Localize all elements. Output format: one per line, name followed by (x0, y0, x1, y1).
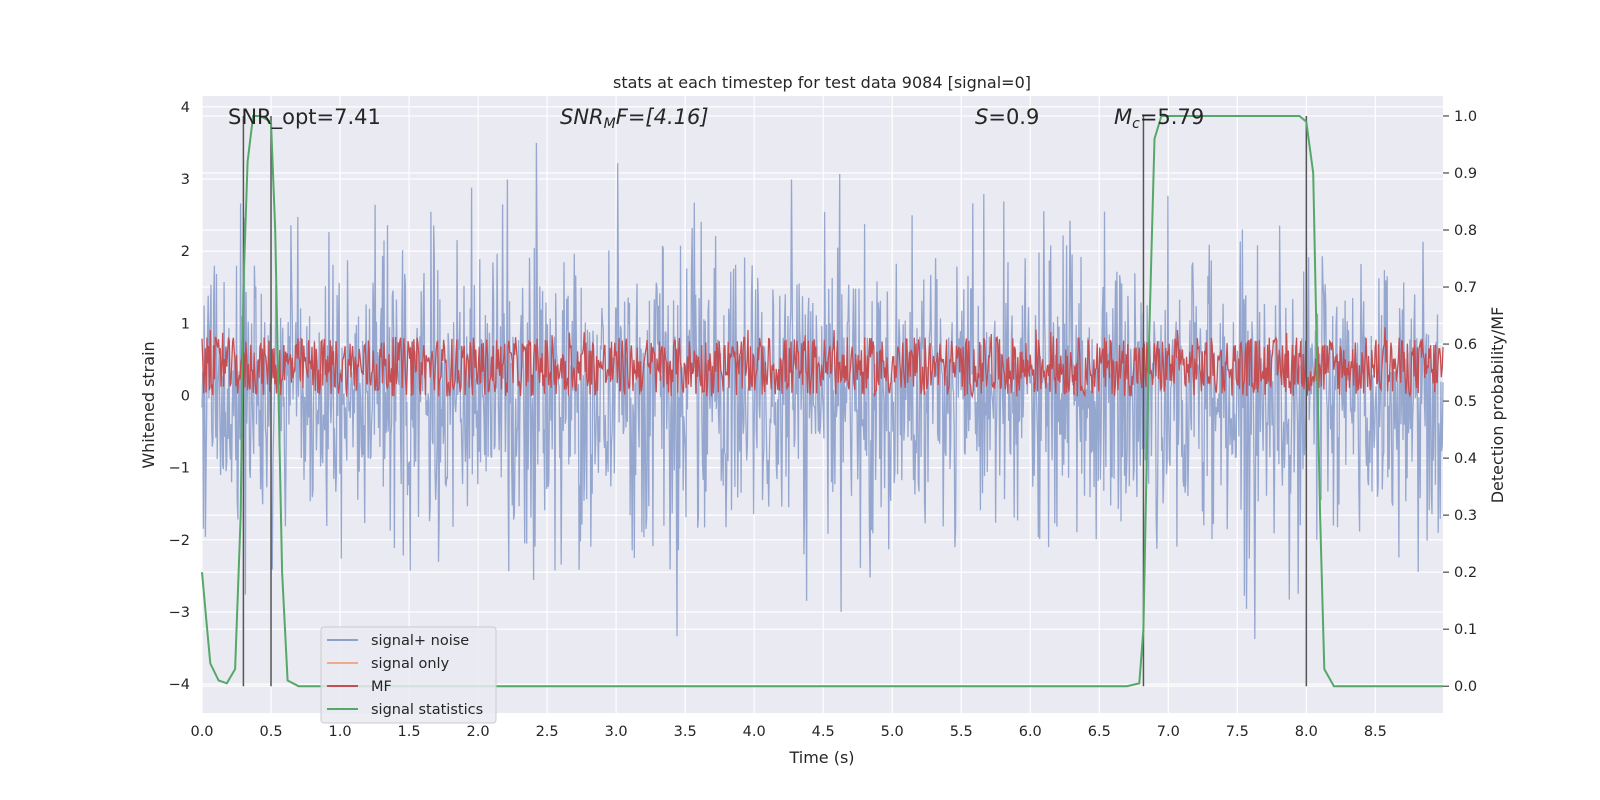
mf-series (201, 327, 1444, 399)
y2-tick-label: 0.3 (1454, 508, 1477, 524)
y2-tick-label: 0.8 (1454, 223, 1477, 239)
y-tick-label: −3 (169, 605, 190, 621)
snr-mf-symbol: SNR (560, 105, 604, 129)
signal-noise-series (201, 142, 1444, 640)
y-tick-label: 0 (181, 388, 190, 404)
mf-line (201, 327, 1444, 399)
mc-value: =5.79 (1140, 105, 1204, 129)
x-tick-label: 4.0 (743, 724, 766, 740)
y-tick-label: 1 (181, 316, 190, 332)
snr-mf-subscript: M (604, 116, 616, 132)
x-tick-label: 2.5 (536, 724, 559, 740)
y2-tick-label: 0.5 (1454, 394, 1477, 410)
x-tick-label: 8.0 (1295, 724, 1318, 740)
signal-statistics-series (201, 115, 1443, 688)
signal-statistics-line (201, 115, 1443, 688)
legend-label-signal-only: signal only (371, 656, 450, 672)
chart-title: stats at each timestep for test data 908… (613, 73, 1031, 92)
x-tick-label: 7.5 (1226, 724, 1249, 740)
y-tick-label: −4 (169, 677, 190, 693)
legend-box (320, 626, 497, 724)
y-tick-label: 4 (181, 100, 190, 116)
y-tick-label: 3 (181, 172, 190, 188)
x-tick-label: 5.5 (950, 724, 973, 740)
x-tick-label: 6.5 (1088, 724, 1111, 740)
mc-annotation: Mc=5.79 (1114, 105, 1204, 132)
y2-tick-label: 0.6 (1454, 337, 1477, 353)
x-tick-label: 3.5 (674, 724, 697, 740)
x-tick-label: 4.5 (812, 724, 835, 740)
y-tick-label: 2 (181, 244, 190, 260)
y-tick-label: −2 (169, 533, 190, 549)
s-annotation: S=0.9 (975, 105, 1039, 129)
snr-opt-annotation: SNR_opt=7.41 (228, 105, 381, 130)
y2-axis-label: Detection probability/MF (1488, 307, 1507, 504)
y2-tick-label: 0.0 (1454, 679, 1477, 695)
y2-tick-label: 0.1 (1454, 622, 1477, 638)
x-tick-label: 3.0 (605, 724, 628, 740)
x-tick-label: 8.5 (1364, 724, 1387, 740)
y-axis-label: Whitened strain (139, 341, 158, 468)
legend-label-signal-statistics: signal statistics (371, 702, 483, 718)
x-tick-label: 0.5 (259, 724, 282, 740)
y2-tick-label: 1.0 (1454, 109, 1477, 125)
signal-noise-line (201, 142, 1444, 640)
x-tick-label: 6.0 (1019, 724, 1042, 740)
mc-subscript: c (1132, 116, 1140, 132)
snr-mf-annotation: SNRMF=[4.16] (560, 105, 709, 132)
x-axis-label: Time (s) (788, 748, 854, 767)
y2-tick-label: 0.9 (1454, 166, 1477, 182)
y2-axis-ticks: 0.0 0.1 0.2 0.3 0.4 0.5 0.6 0.7 0.8 0.9 1.0 (1443, 109, 1477, 695)
x-tick-label: 2.0 (467, 724, 490, 740)
snr-mf-value: F=[4.16] (616, 105, 709, 129)
x-tick-label: 0.0 (190, 724, 213, 740)
legend-label-mf: MF (371, 679, 392, 695)
s-value: =0.9 (988, 105, 1039, 129)
x-tick-label: 1.0 (329, 724, 352, 740)
legend-label-signal-noise: signal+ noise (371, 633, 469, 649)
y2-tick-label: 0.2 (1454, 565, 1477, 581)
x-tick-label: 1.5 (398, 724, 421, 740)
s-symbol: S (975, 105, 988, 129)
mc-symbol: M (1114, 105, 1132, 129)
y-tick-label: −1 (169, 461, 190, 477)
x-tick-label: 7.0 (1157, 724, 1180, 740)
x-tick-label: 5.0 (881, 724, 904, 740)
x-axis-ticks: 0.0 0.5 1.0 1.5 2.0 2.5 3.0 3.5 4.0 4.5 5.0 5.5 6.0 6… (190, 724, 1386, 740)
y2-tick-label: 0.4 (1454, 451, 1477, 467)
legend: signal+ noise signal only MF signal stat… (320, 626, 497, 724)
y-axis-ticks: −4 −3 −2 −1 0 1 2 3 4 (169, 100, 190, 693)
y2-tick-label: 0.7 (1454, 280, 1477, 296)
